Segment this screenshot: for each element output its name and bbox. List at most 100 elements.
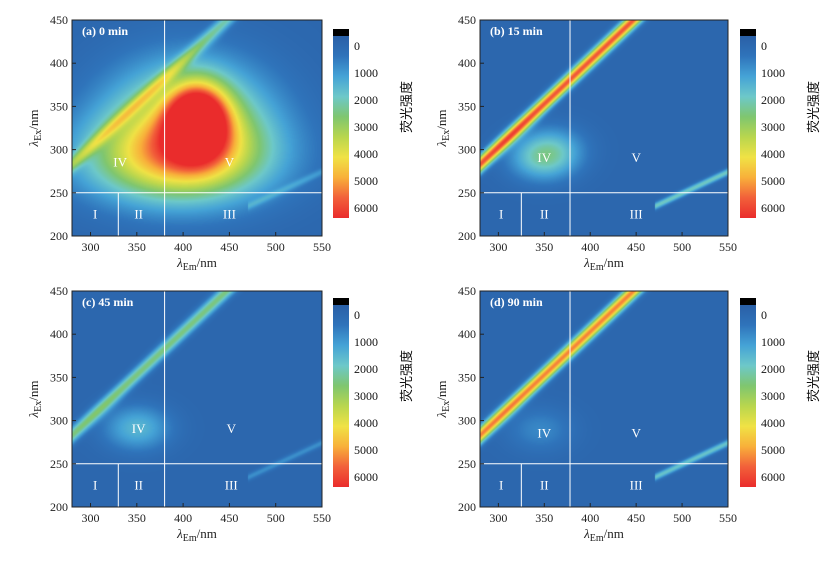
colorbar-tick-label: 3000 [761,389,785,403]
colorbar-tick-label: 6000 [354,201,378,215]
x-tick-label: 550 [719,240,737,254]
y-tick-label: 400 [458,56,476,70]
x-tick-label: 500 [267,240,285,254]
x-tick-label: 400 [174,511,192,525]
y-tick-label: 250 [50,186,68,200]
region-label: II [540,206,549,221]
heatmap-surface [480,20,728,236]
colorbar-tick-label: 0 [761,39,767,53]
y-tick-label: 300 [50,414,68,428]
colorbar-title: 荧光强度 [399,81,414,133]
region-label: II [134,206,143,221]
colorbar-tick-label: 5000 [761,174,785,188]
x-tick-label: 450 [627,240,645,254]
colorbar-top-cap [333,298,349,305]
region-label: I [499,206,503,221]
colorbar-gradient [740,36,756,218]
region-label: II [540,477,549,492]
y-tick-label: 350 [458,99,476,113]
x-tick-label: 500 [267,511,285,525]
y-tick-label: 400 [458,327,476,341]
x-tick-label: 450 [220,511,238,525]
colorbar-tick-label: 1000 [761,335,785,349]
region-label: I [499,477,503,492]
heatmap-surface [72,20,322,236]
y-tick-label: 300 [50,143,68,157]
colorbar-top-cap [333,29,349,36]
panel-label: (a) 0 min [82,24,128,38]
colorbar-top-cap [740,29,756,36]
colorbar-tick-label: 1000 [761,66,785,80]
y-tick-label: 250 [50,457,68,471]
x-axis-label: λEm/nm [176,255,217,273]
region-label: V [631,426,641,441]
region-label: IV [113,155,127,170]
colorbar-tick-label: 2000 [761,362,785,376]
y-tick-label: 350 [458,370,476,384]
colorbar-tick-label: 0 [354,39,360,53]
region-label: I [93,206,97,221]
colorbar-tick-label: 5000 [761,443,785,457]
x-tick-label: 500 [673,240,691,254]
region-label: V [227,421,237,436]
colorbar-tick-label: 2000 [354,93,378,107]
region-label: V [225,155,235,170]
colorbar-gradient [333,36,349,218]
heatmap-surface [72,291,322,507]
colorbar: 0 1000 2000 3000 4000 5000 6000 荧光强度 [740,298,821,487]
y-axis-label: λEx/nm [26,381,44,419]
x-tick-label: 400 [581,511,599,525]
y-tick-label: 450 [458,13,476,27]
y-tick-label: 200 [50,229,68,243]
colorbar: 0 1000 2000 3000 4000 5000 6000 荧光强度 [333,298,414,487]
colorbar-tick-label: 5000 [354,174,378,188]
colorbar-tick-label: 6000 [354,470,378,484]
region-label: III [225,477,238,492]
y-tick-label: 200 [458,229,476,243]
region-label: V [631,150,641,165]
panel-label: (d) 90 min [490,295,543,309]
y-tick-label: 450 [458,284,476,298]
x-tick-label: 300 [82,511,100,525]
colorbar-tick-label: 3000 [761,120,785,134]
colorbar-tick-label: 3000 [354,120,378,134]
x-tick-label: 300 [489,511,507,525]
x-tick-label: 350 [128,511,146,525]
colorbar-tick-label: 6000 [761,201,785,215]
y-axis-label: λEx/nm [26,110,44,148]
plot-frame [71,290,323,508]
colorbar-tick-label: 5000 [354,443,378,457]
x-tick-label: 400 [581,240,599,254]
plot-frame [71,19,323,237]
x-tick-label: 550 [719,511,737,525]
y-tick-label: 400 [50,56,68,70]
colorbar: 0 1000 2000 3000 4000 5000 6000 荧光强度 [333,29,414,218]
x-tick-label: 400 [174,240,192,254]
y-tick-label: 350 [50,99,68,113]
y-tick-label: 450 [50,284,68,298]
colorbar-tick-label: 4000 [761,416,785,430]
x-axis-label: λEm/nm [583,526,624,544]
y-tick-label: 400 [50,327,68,341]
colorbar-tick-label: 3000 [354,389,378,403]
colorbar-gradient [333,305,349,487]
region-label: III [630,206,643,221]
x-tick-label: 550 [313,511,331,525]
panel-label: (b) 15 min [490,24,543,38]
y-tick-label: 350 [50,370,68,384]
y-tick-label: 250 [458,186,476,200]
y-tick-label: 250 [458,457,476,471]
heatmap-surface [480,291,728,507]
colorbar-tick-label: 0 [354,308,360,322]
colorbar-top-cap [740,298,756,305]
x-tick-label: 500 [673,511,691,525]
x-tick-label: 300 [489,240,507,254]
y-tick-label: 300 [458,414,476,428]
y-tick-label: 450 [50,13,68,27]
plot-frame [479,290,729,508]
region-label: IV [537,150,551,165]
colorbar-tick-label: 6000 [761,470,785,484]
